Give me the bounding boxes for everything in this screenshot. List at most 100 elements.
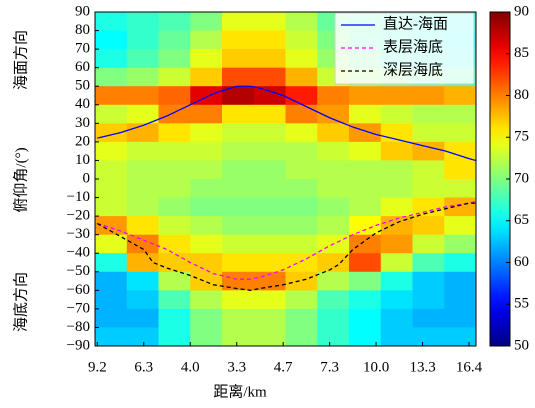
heatmap-cell: [380, 271, 413, 291]
heatmap-cell: [317, 104, 350, 124]
y-axis-label-top: 海面方向: [12, 30, 29, 90]
heatmap-cell: [285, 49, 318, 69]
series-line: [97, 85, 477, 162]
heatmap-cell: [380, 253, 413, 273]
heatmap-cell: [222, 67, 255, 87]
heatmap-cell: [126, 67, 159, 87]
heatmap-cell: [317, 308, 350, 328]
heatmap-cell: [285, 197, 318, 217]
heatmap-cell: [285, 308, 318, 328]
heatmap-cell: [380, 234, 413, 254]
heatmap-cell: [444, 123, 477, 143]
heatmap-cell: [285, 12, 318, 32]
y-tick-label: −90: [67, 337, 90, 353]
colorbar-tick-label: 85: [514, 45, 529, 61]
heatmap-cell: [95, 290, 128, 310]
legend-label: 直达-海面: [383, 15, 448, 32]
heatmap-cell: [317, 123, 350, 143]
heatmap-cell: [95, 253, 128, 273]
heatmap-cell: [253, 49, 286, 69]
heatmap-cell: [349, 86, 382, 106]
series-line: [97, 200, 477, 280]
heatmap-cell: [349, 197, 382, 217]
heatmap-cell: [444, 160, 477, 180]
heatmap-cell: [253, 197, 286, 217]
heatmap-cell: [444, 253, 477, 273]
y-tick-label: −70: [67, 300, 90, 316]
heatmap-cell: [222, 123, 255, 143]
heatmap-cell: [95, 271, 128, 291]
heatmap-cell: [222, 104, 255, 124]
heatmap-cell: [380, 290, 413, 310]
heatmap-cell: [126, 197, 159, 217]
heatmap-cell: [158, 308, 191, 328]
heatmap-cell: [253, 123, 286, 143]
heatmap-cell: [380, 86, 413, 106]
heatmap-cell: [95, 141, 128, 161]
heatmap-cell: [126, 160, 159, 180]
heatmap-cell: [444, 141, 477, 161]
heatmap-cell: [349, 290, 382, 310]
heatmap-cell: [190, 271, 223, 291]
x-tick-label: 16.4: [456, 359, 483, 375]
heatmap-cell: [380, 327, 413, 347]
colorbar-tick-label: 65: [514, 212, 529, 228]
heatmap-cell: [380, 197, 413, 217]
heatmap-cell: [126, 123, 159, 143]
heatmap-cell: [158, 197, 191, 217]
heatmap-cell: [95, 67, 128, 87]
heatmap-cell: [412, 123, 445, 143]
heatmap-cell: [412, 216, 445, 236]
heatmap-cell: [222, 12, 255, 32]
legend-box: [334, 12, 475, 85]
heatmap-cell: [95, 30, 128, 50]
y-tick-label: −10: [67, 189, 90, 205]
heatmap-cell: [95, 197, 128, 217]
heatmap-cell: [444, 86, 477, 106]
x-axis-label: 距离/km: [213, 383, 267, 400]
y-axis-label-bottom: 海底方向: [12, 272, 29, 332]
y-tick-label: 60: [75, 59, 90, 75]
heatmap-cell: [253, 234, 286, 254]
y-tick-label: 50: [75, 78, 90, 94]
heatmap-cell: [285, 30, 318, 50]
heatmap-cell: [412, 197, 445, 217]
heatmap-cell: [158, 49, 191, 69]
colorbar-tick-label: 80: [514, 87, 529, 103]
heatmap-cell: [253, 67, 286, 87]
heatmap-cell: [444, 197, 477, 217]
heatmap-cell: [95, 234, 128, 254]
heatmap-cell: [380, 179, 413, 199]
heatmap-cell: [285, 67, 318, 87]
heatmap-cell: [253, 12, 286, 32]
heatmap-cell: [190, 216, 223, 236]
heatmap-cell: [222, 30, 255, 50]
heatmap-cell: [126, 179, 159, 199]
heatmap-cell: [317, 160, 350, 180]
y-tick-label: 20: [75, 133, 90, 149]
heatmap-cell: [253, 253, 286, 273]
heatmap-cell: [222, 290, 255, 310]
heatmap-cell: [349, 271, 382, 291]
heatmap-cell: [222, 49, 255, 69]
heatmap-cell: [222, 327, 255, 347]
heatmap-cell: [126, 86, 159, 106]
heatmap-cell: [253, 86, 286, 106]
heatmap-cell: [444, 308, 477, 328]
heatmap-cell: [126, 216, 159, 236]
heatmap-cell: [190, 141, 223, 161]
colorbar-tick-label: 60: [514, 254, 529, 270]
heatmap-cell: [126, 308, 159, 328]
heatmap-cell: [349, 234, 382, 254]
heatmap-cell: [190, 253, 223, 273]
heatmap-cell: [380, 160, 413, 180]
y-tick-label: −40: [67, 245, 90, 261]
x-tick-label: 7.3: [320, 359, 339, 375]
y-tick-label: −20: [67, 208, 90, 224]
heatmap-cell: [349, 123, 382, 143]
y-axis-label: 俯仰角/(°): [12, 147, 29, 212]
y-tick-label: 90: [75, 3, 90, 19]
